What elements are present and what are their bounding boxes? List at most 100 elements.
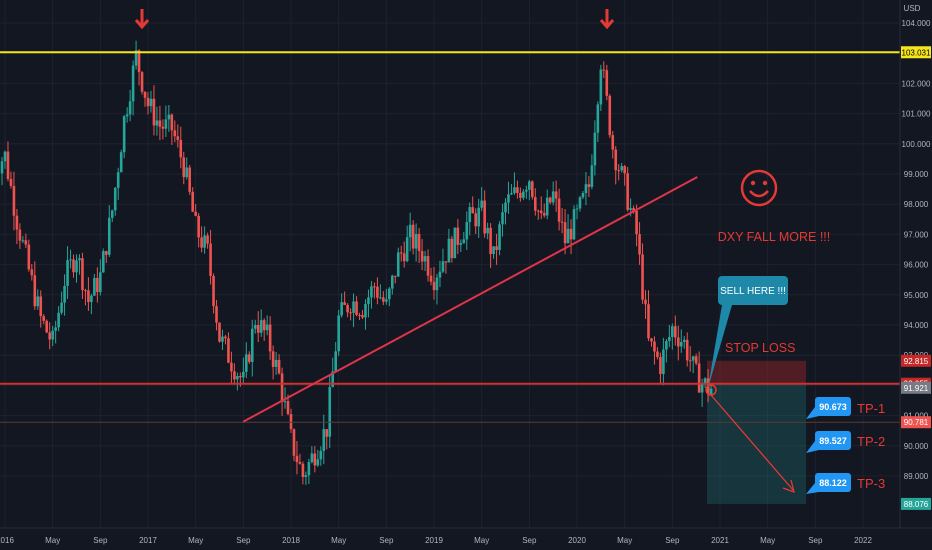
candle-body <box>674 326 677 338</box>
candle-body <box>533 197 537 211</box>
candle-body <box>709 388 713 395</box>
candle-body <box>78 258 81 261</box>
top-arrow-icon-1-head <box>134 19 150 30</box>
candle-body <box>411 224 415 249</box>
candle-body <box>596 104 600 133</box>
candle-body <box>519 192 522 198</box>
candle-body <box>30 269 34 276</box>
candle-body <box>24 240 28 245</box>
candle-body <box>239 376 242 378</box>
candle-body <box>12 185 16 216</box>
candle-body <box>0 161 4 174</box>
candle-body <box>194 211 197 216</box>
candle-body <box>435 277 439 291</box>
price-axis[interactable]: 104.000103.000102.000101.000100.00099.00… <box>899 0 931 528</box>
candle-body <box>310 453 314 463</box>
candle-body <box>182 157 186 178</box>
candle-body <box>682 339 686 342</box>
candle-body <box>96 277 99 293</box>
candle-body <box>170 114 174 131</box>
candle-body <box>361 315 364 318</box>
candle-body <box>69 259 72 261</box>
candle-body <box>480 200 483 208</box>
candle-body <box>668 336 671 341</box>
candle-body <box>271 351 275 367</box>
x-tick-label: May <box>45 536 60 545</box>
candle-body <box>233 371 236 380</box>
top-arrow-icon-2-head <box>599 19 615 30</box>
candle-body <box>554 191 558 199</box>
candle-body <box>349 312 352 314</box>
candle-body <box>605 70 609 96</box>
candle-body <box>140 72 144 92</box>
x-tick-label: May <box>760 536 775 545</box>
price-badge-label: 91.921 <box>904 384 929 393</box>
candle-body <box>525 189 528 192</box>
candle-body <box>650 338 653 342</box>
smiley-icon <box>740 169 778 207</box>
candle-body <box>268 324 272 352</box>
candle-body <box>54 327 57 331</box>
candle-body <box>465 222 469 240</box>
candle-body <box>173 130 177 137</box>
candle-body <box>575 208 579 210</box>
candle-body <box>486 227 489 234</box>
candle-body <box>364 303 367 318</box>
candle-body <box>113 187 117 211</box>
time-axis[interactable]: 2016 May Sep 2017 May Sep 2018 May Sep 2019 May Sep… <box>0 527 932 545</box>
candle-body <box>304 475 308 478</box>
candle-body <box>319 450 323 460</box>
price-badge-label: 92.815 <box>904 357 929 366</box>
candle-body <box>402 253 406 262</box>
level-lines <box>0 51 900 423</box>
candle-body <box>703 378 707 384</box>
x-tick-label: 2021 <box>711 536 729 545</box>
candle-body <box>376 286 379 298</box>
stop-loss-zone <box>707 360 806 384</box>
smiley-eye-right <box>762 180 768 186</box>
annotations: DXY FALL MORE !!! STOP LOSS SELL HERE !!! 9… <box>134 9 885 494</box>
candle-body <box>611 135 615 150</box>
candle-body <box>316 459 320 466</box>
y-tick-label: 101.000 <box>902 110 931 119</box>
candle-body <box>420 251 424 262</box>
candle-body <box>474 213 478 227</box>
candle-body <box>87 290 90 303</box>
candle-body <box>593 132 597 166</box>
x-tick-label: May <box>331 536 346 545</box>
candle-body <box>697 363 701 393</box>
x-tick-label: 2017 <box>139 536 157 545</box>
candle-body <box>355 301 358 316</box>
candle-body <box>176 136 180 141</box>
price-badge <box>901 354 931 367</box>
price-badge <box>901 497 931 510</box>
candle-body <box>110 210 114 218</box>
price-badge <box>901 46 931 59</box>
candle-body <box>408 224 412 238</box>
sell-callout-box <box>718 276 788 305</box>
candle-body <box>545 197 549 216</box>
candle-body <box>158 120 162 127</box>
candle-body <box>528 181 531 190</box>
sell-callout-text: SELL HERE !!! <box>720 286 786 297</box>
candle-body <box>638 234 641 255</box>
candle-body <box>382 297 385 302</box>
candle-body <box>685 339 689 361</box>
candle-body <box>242 371 245 378</box>
candle-body <box>587 184 591 187</box>
candle-body <box>60 302 63 313</box>
price-badge-label: 88.076 <box>904 500 929 509</box>
candle-body <box>334 351 337 372</box>
candle-body <box>81 258 84 291</box>
candle-body <box>358 315 361 317</box>
y-tick-label: 89.000 <box>904 472 929 481</box>
candle-body <box>647 304 650 339</box>
candle-body <box>337 315 340 352</box>
candle-body <box>227 338 230 363</box>
candle-body <box>298 462 302 464</box>
candle-body <box>277 359 281 374</box>
x-tick-label: 2019 <box>425 536 443 545</box>
x-tick-label: 2016 <box>0 536 14 545</box>
candle-body <box>662 349 665 375</box>
